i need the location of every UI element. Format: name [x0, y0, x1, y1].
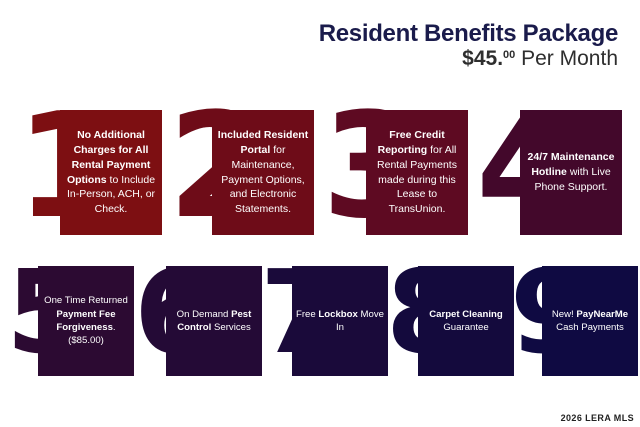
benefit-text: 24/7 Maintenance Hotline with Live Phone…	[524, 150, 618, 194]
benefit-text-bold: Payment Fee Forgiveness	[56, 308, 116, 333]
benefit-text: On Demand Pest Control Services	[170, 308, 258, 335]
benefit-text: Free Lockbox Move In	[296, 308, 384, 335]
price-dollars: $45.	[462, 47, 504, 70]
benefit-box: Carpet Cleaning Guarantee	[418, 266, 514, 376]
price-line: $45.00 Per Month	[462, 47, 618, 71]
benefit-text: No Additional Charges for All Rental Pay…	[64, 128, 158, 216]
benefit-box: New! PayNearMe Cash Payments	[542, 266, 638, 376]
benefit-text: Included Resident Portal for Maintenance…	[216, 128, 310, 216]
benefit-text-bold: No Additional Charges for All Rental Pay…	[66, 129, 151, 186]
benefit-box: No Additional Charges for All Rental Pay…	[60, 110, 162, 235]
benefit-text-regular: Cash Payments	[556, 322, 624, 333]
benefit-text-regular: New!	[551, 308, 577, 320]
benefit-box: Included Resident Portal for Maintenance…	[212, 110, 314, 235]
benefit-text-regular: Services	[211, 322, 251, 333]
benefit-box: On Demand Pest Control Services	[166, 266, 262, 376]
benefit-text-bold: Free Credit Reporting	[377, 129, 445, 157]
benefit-text-bold: Pest Control	[177, 308, 252, 333]
benefit-text-bold: Included Resident Portal	[217, 129, 309, 157]
benefit-text: One Time Returned Payment Fee Forgivenes…	[42, 294, 130, 348]
price-suffix: Per Month	[515, 47, 618, 70]
benefit-text-bold: Carpet Cleaning	[429, 308, 503, 320]
benefit-text-regular: Free	[296, 308, 319, 320]
benefit-box: Free Credit Reporting for All Rental Pay…	[366, 110, 468, 235]
benefit-text-regular: with Live Phone Support.	[534, 166, 611, 193]
benefit-text: Carpet Cleaning Guarantee	[422, 308, 510, 335]
benefit-text-regular: . ($85.00)	[68, 322, 116, 347]
benefit-text-regular: One Time Returned	[44, 295, 128, 307]
benefit-box: Free Lockbox Move In	[292, 266, 388, 376]
benefit-text-regular: to Include In-Person, ACH, or Check.	[66, 173, 156, 215]
benefit-text-regular: On Demand	[176, 308, 232, 320]
benefit-text: New! PayNearMe Cash Payments	[546, 308, 634, 335]
benefit-text-regular: Guarantee	[443, 322, 489, 333]
page-title: Resident Benefits Package	[318, 20, 619, 47]
benefit-text-bold: 24/7 Maintenance Hotline	[527, 151, 615, 179]
price-cents: 00	[503, 49, 516, 61]
benefit-text-bold: PayNearMe	[576, 308, 629, 320]
benefit-text-regular: for All Rental Payments made during this…	[377, 144, 457, 215]
benefit-text-regular: Move In	[335, 308, 384, 333]
benefit-box: 24/7 Maintenance Hotline with Live Phone…	[520, 110, 622, 235]
benefit-text: Free Credit Reporting for All Rental Pay…	[370, 128, 464, 216]
benefit-text-bold: Lockbox	[318, 308, 358, 320]
benefit-box: One Time Returned Payment Fee Forgivenes…	[38, 266, 134, 376]
benefit-text-regular: for Maintenance, Payment Options, and El…	[221, 144, 305, 215]
copyright-watermark: 2026 LERA MLS	[560, 413, 634, 423]
